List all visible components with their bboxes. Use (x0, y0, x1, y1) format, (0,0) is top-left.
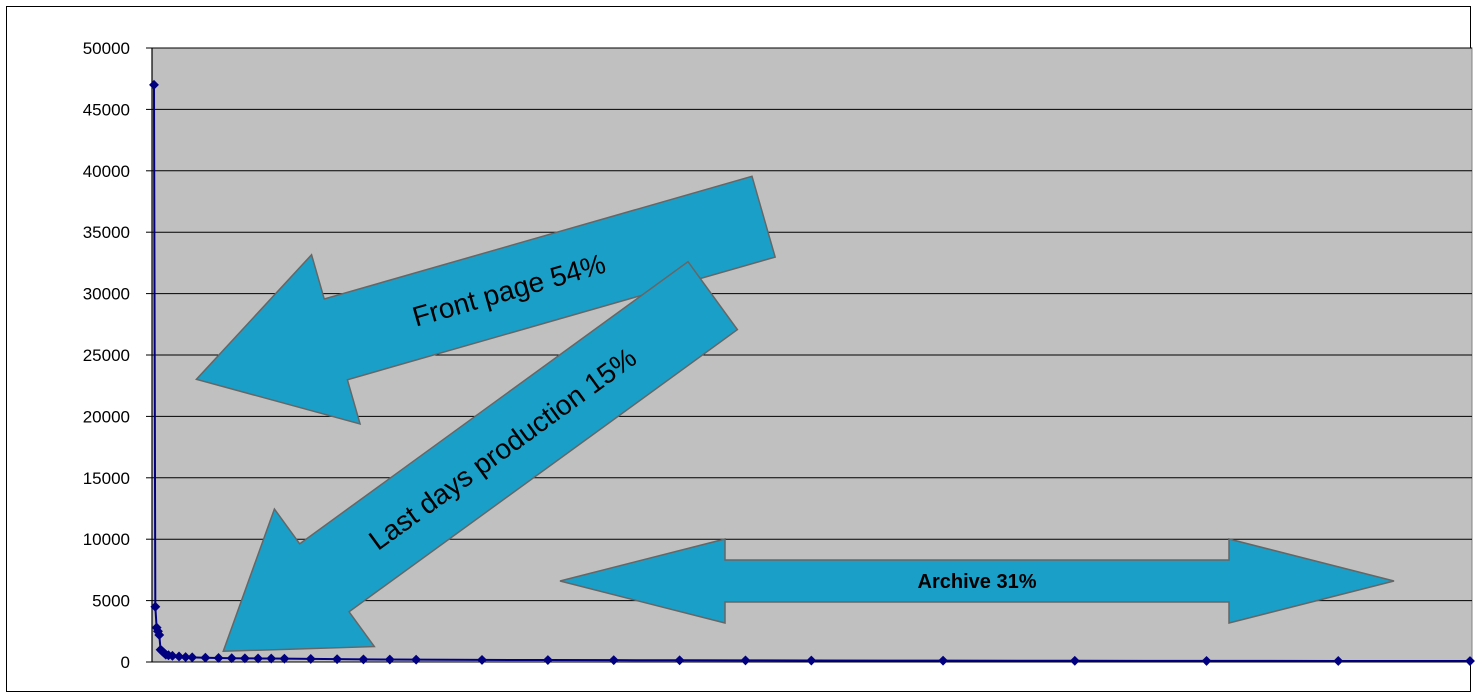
y-tick-label: 45000 (83, 100, 130, 119)
data-point (213, 652, 224, 663)
data-point (305, 653, 316, 664)
data-point (411, 654, 422, 665)
data-point (200, 652, 211, 663)
series-group (149, 79, 1475, 666)
y-tick-label: 50000 (83, 39, 130, 58)
y-tick-label: 30000 (83, 285, 130, 304)
data-point (266, 653, 277, 664)
data-point (167, 650, 178, 661)
y-tick-labels: 0 5000 10000 15000 20000 25000 30000 35000 40000… (83, 39, 152, 672)
front-page-arrow-shape (195, 175, 777, 426)
data-point (1465, 656, 1475, 666)
data-point (358, 654, 369, 665)
data-point (477, 654, 487, 665)
data-point (608, 655, 619, 666)
y-tick-label: 20000 (83, 407, 130, 426)
y-tick-label: 35000 (83, 223, 130, 242)
data-point (806, 655, 817, 666)
data-point (279, 653, 290, 664)
data-point (938, 655, 949, 666)
data-point (174, 651, 184, 662)
data-point (180, 652, 191, 663)
data-point (1201, 655, 1212, 666)
y-tick-label: 15000 (83, 469, 130, 488)
y-tick-label: 10000 (83, 530, 130, 549)
archive-label: Archive 31% (918, 571, 1037, 593)
last-days-arrow-shape (222, 260, 739, 653)
archive-arrow-shape (559, 538, 1395, 624)
y-tick-label: 0 (121, 653, 130, 672)
data-point (149, 79, 159, 90)
data-point (239, 653, 250, 664)
y-tick-label: 25000 (83, 346, 130, 365)
data-point (226, 653, 237, 664)
data-point (542, 655, 553, 665)
data-point (1333, 656, 1344, 666)
archive-arrow: Archive 31% (559, 538, 1395, 624)
y-tick-label: 40000 (83, 162, 130, 181)
data-point (740, 655, 751, 666)
data-point (1069, 655, 1080, 666)
data-point (150, 601, 161, 612)
y-tick-label: 5000 (92, 592, 130, 611)
data-point (384, 654, 395, 665)
data-point (154, 630, 165, 640)
data-point (332, 654, 343, 665)
data-point (674, 655, 685, 666)
data-point (187, 652, 198, 663)
